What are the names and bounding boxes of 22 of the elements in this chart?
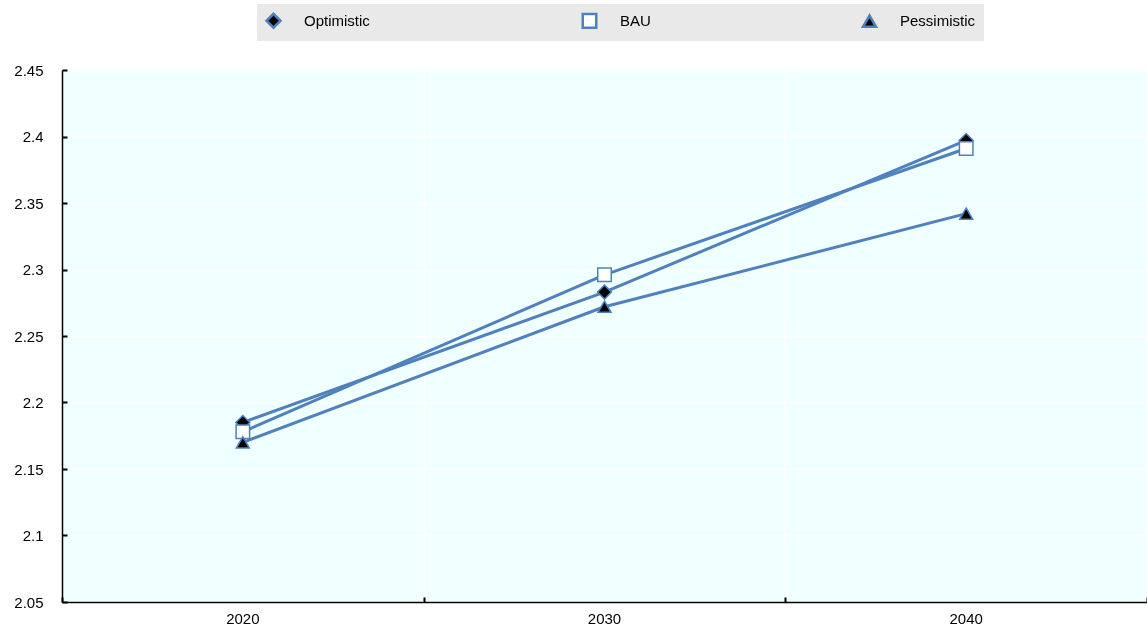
y-tick-label: 2.3 — [22, 261, 44, 278]
legend-label: Pessimistic — [900, 12, 976, 30]
y-tick-label: 2.2 — [22, 394, 44, 411]
point — [235, 424, 251, 440]
x-tick-label: 2030 — [587, 609, 622, 627]
y-tick-label: 2.1 — [22, 527, 44, 544]
x-tick-label: 2040 — [949, 609, 983, 627]
y-tick-label: 2.4 — [22, 128, 44, 145]
y-tick-label: 2.25 — [14, 327, 44, 345]
point — [597, 267, 612, 283]
legend-label: Optimistic — [304, 11, 371, 29]
y-tick-label: 2.15 — [14, 460, 44, 478]
y-tick-label: 2.45 — [14, 61, 44, 79]
point — [596, 284, 613, 300]
point — [597, 300, 612, 314]
y-tick-label: 2.35 — [14, 194, 44, 212]
y-tick-label: 2.05 — [14, 593, 44, 611]
point — [958, 140, 974, 156]
point — [235, 436, 251, 449]
legend-label: BAU — [620, 11, 651, 29]
x-tick-label: 2020 — [226, 609, 260, 627]
point — [958, 207, 974, 221]
